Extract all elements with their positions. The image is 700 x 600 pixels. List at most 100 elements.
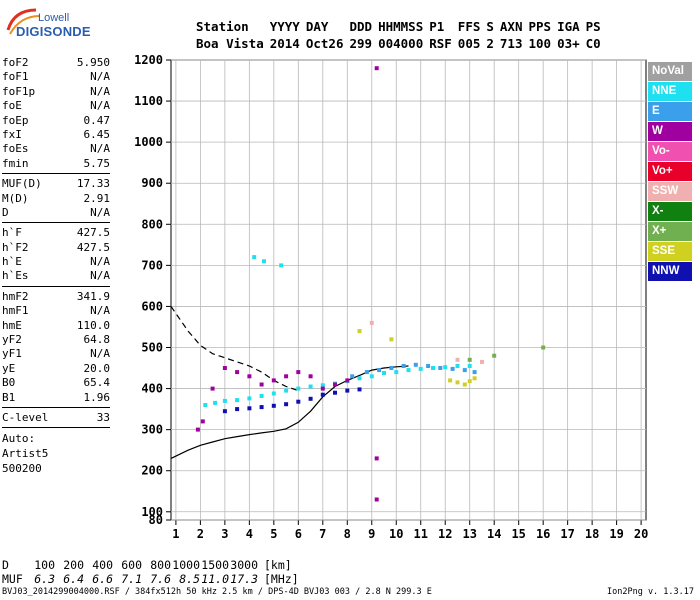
- x-tick-label: 12: [438, 527, 452, 541]
- parameter-value: 5.950: [76, 56, 110, 69]
- solid-profile-curve: [170, 365, 409, 459]
- parameter-value: N/A: [90, 70, 110, 84]
- header-label: DDD: [349, 19, 373, 34]
- echo-point-w: [195, 427, 200, 432]
- parameter-name: hmE: [2, 318, 22, 332]
- echo-point-nne: [203, 403, 208, 407]
- autoscaling-info: Auto: Artist5 500200: [2, 431, 110, 476]
- muf-value: 6.6: [92, 572, 113, 586]
- logo-brand: Lowell: [38, 12, 70, 24]
- y-tick-label: 700: [141, 258, 163, 272]
- parameter-row: B1 1.96: [2, 391, 110, 405]
- header-value: Oct26: [305, 36, 344, 51]
- distance-value: 800: [150, 558, 171, 572]
- parameter-group-critical-frequencies: foF2 5.950 foF1 N/A foF1p N/A foE N/A foEp 0.47 fx…: [2, 56, 110, 171]
- echo-point-nne: [252, 255, 257, 260]
- muf-value: 6.4: [63, 572, 84, 586]
- x-tick-label: 6: [295, 527, 302, 541]
- legend-entry: SSE: [648, 242, 692, 261]
- echo-point-w: [259, 382, 264, 387]
- parameter-name: h`Es: [2, 269, 29, 283]
- parameter-row: yF1 N/A: [2, 347, 110, 361]
- header-value: 100: [528, 36, 552, 51]
- legend-entry: X+: [648, 222, 692, 241]
- x-tick-label: 13: [462, 527, 476, 541]
- parameter-row: foF1 N/A: [2, 70, 110, 84]
- parameter-value: 65.4: [83, 376, 111, 390]
- y-tick-label: 600: [141, 299, 163, 313]
- ionogram-chart: 1 2 3 4 5 6 7 8 9 10 11 12 13 14 15 16 17 18 19 20801002003…: [134, 53, 648, 541]
- parameter-row: foE N/A: [2, 99, 110, 113]
- echo-point-nne: [406, 368, 411, 373]
- x-tick-label: 17: [560, 527, 574, 541]
- echo-point-nne: [308, 384, 313, 389]
- echo-point-w: [374, 497, 379, 502]
- parameter-name: C-level: [2, 410, 49, 424]
- parameter-name: foF1p: [2, 84, 36, 98]
- echo-point-nne: [262, 259, 266, 264]
- header-value: 299: [349, 36, 373, 51]
- echo-point-sse: [357, 329, 362, 334]
- echo-point-nnw: [284, 402, 289, 407]
- legend-entry: X-: [648, 202, 692, 221]
- parameter-group-virtual-heights: h`F 427.5 h`F2 427.5 h`E N/A h`Es N/A: [2, 226, 110, 284]
- distance-label: D: [2, 558, 9, 572]
- y-tick-label: 100: [141, 505, 163, 519]
- parameter-value: 0.47: [83, 113, 111, 127]
- x-tick-label: 8: [344, 527, 351, 541]
- header-label: HHMMSS: [378, 19, 424, 34]
- distance-value: 1500: [201, 558, 229, 572]
- y-tick-label: 900: [141, 176, 163, 190]
- parameter-row: B0 65.4: [2, 376, 110, 390]
- x-tick-label: 9: [368, 527, 375, 541]
- parameter-group-confidence: C-level 33: [2, 411, 110, 425]
- muf-value: 7.1: [121, 572, 142, 586]
- parameter-value: 20.0: [83, 361, 111, 375]
- parameter-name: foF1: [2, 70, 29, 84]
- echo-point-sse: [455, 380, 460, 385]
- distance-value: 100: [34, 558, 55, 572]
- legend-entry: NNE: [648, 82, 692, 101]
- x-tick-label: 1: [172, 527, 179, 541]
- parameter-group-profile: hmF2 341.9 hmF1 N/A hmE 110.0 yF2 64.8 yF1 N/A yE 2…: [2, 290, 110, 405]
- distance-row: D 100 200 400 600 800 1000 1500 3000 [km]: [2, 558, 299, 572]
- parameter-value: 33: [96, 410, 110, 424]
- echo-point-nnw: [320, 392, 325, 397]
- echo-point-nnw: [235, 407, 240, 412]
- parameter-name: foEs: [2, 142, 29, 156]
- y-tick-label: 1000: [134, 135, 163, 149]
- echo-point-nnw: [271, 403, 276, 408]
- echo-point-e: [462, 368, 467, 373]
- parameter-name: yF2: [2, 333, 22, 347]
- echo-point-w: [333, 382, 337, 387]
- echo-point-e: [413, 362, 418, 367]
- muf-value: 7.6: [150, 572, 171, 586]
- echo-point-e: [450, 366, 455, 371]
- parameter-value: 341.9: [76, 289, 110, 303]
- muf-row: MUF 6.3 6.4 6.6 7.1 7.6 8.5 11.0 17.3 [MHz]: [2, 572, 299, 586]
- header-label: FFS: [457, 19, 481, 34]
- station-header: Station YYYY DAY DDD HHMMSS P1 FFS S AXN PPS IGA PS…: [196, 18, 607, 52]
- header-value-row: Boa Vista 2014 Oct26 299 004000 RSF 005 2 713 100…: [196, 35, 607, 52]
- distance-value: 200: [63, 558, 84, 572]
- echo-point-nnw: [222, 409, 227, 414]
- echo-point-nne: [213, 400, 218, 405]
- echo-point-nnw: [259, 405, 264, 410]
- header-value: 004000: [378, 36, 424, 51]
- header-value: RSF: [429, 36, 452, 51]
- parameter-row: MUF(D) 17.33: [2, 177, 110, 191]
- parameter-row: h`E N/A: [2, 255, 110, 269]
- x-tick-label: 18: [585, 527, 599, 541]
- echo-point-w: [210, 386, 215, 391]
- echo-point-w: [222, 366, 227, 370]
- parameter-value: 5.75: [83, 156, 111, 170]
- muf-unit: [MHz]: [264, 572, 299, 586]
- echo-point-sse: [448, 378, 453, 383]
- header-label: S: [486, 19, 494, 34]
- divider: [2, 222, 110, 224]
- echo-point-e: [364, 370, 369, 375]
- echo-point-nne: [369, 374, 374, 379]
- parameter-value: N/A: [90, 255, 110, 269]
- distance-value: 1000: [172, 558, 200, 572]
- echo-point-ssw: [480, 359, 484, 364]
